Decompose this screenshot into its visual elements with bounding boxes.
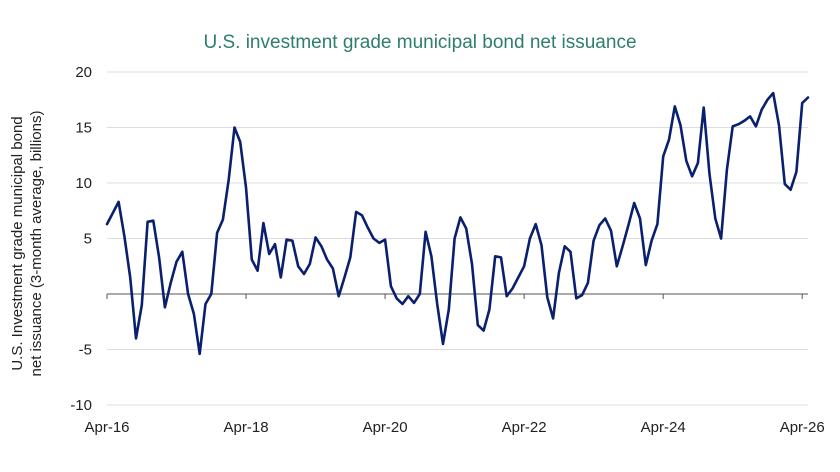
x-tick-label: Apr-20 <box>363 419 408 436</box>
y-tick-label: 10 <box>75 175 92 192</box>
chart-title: U.S. investment grade municipal bond net… <box>203 32 637 53</box>
series-line <box>105 91 810 356</box>
y-axis-label-group: U.S. Investment grade municipal bond net … <box>9 111 45 377</box>
y-tick-label: -5 <box>79 342 92 359</box>
x-tick-label: Apr-18 <box>224 419 269 436</box>
x-tick-label: Apr-26 <box>780 419 825 436</box>
y-tick-label: -10 <box>70 397 92 414</box>
grid <box>107 71 808 406</box>
series-layer <box>105 91 810 356</box>
y-axis-label: U.S. Investment grade municipal bond net … <box>9 111 45 377</box>
y-axis-label-line: U.S. Investment grade municipal bond <box>9 116 26 370</box>
y-tick-label: 5 <box>84 231 92 248</box>
y-tick-label: 20 <box>75 64 92 81</box>
y-axis-label-line: net issuance (3-month average, billions) <box>28 111 45 377</box>
x-tick-label: Apr-16 <box>84 419 129 436</box>
x-tick-label: Apr-22 <box>502 419 547 436</box>
y-tick-label: 15 <box>75 120 92 137</box>
axes: 20 15 10 5 -5 -10 Apr-16 Apr-18 Apr-20 Apr-22 Apr-… <box>70 64 824 436</box>
x-tick-label: Apr-24 <box>641 419 686 436</box>
